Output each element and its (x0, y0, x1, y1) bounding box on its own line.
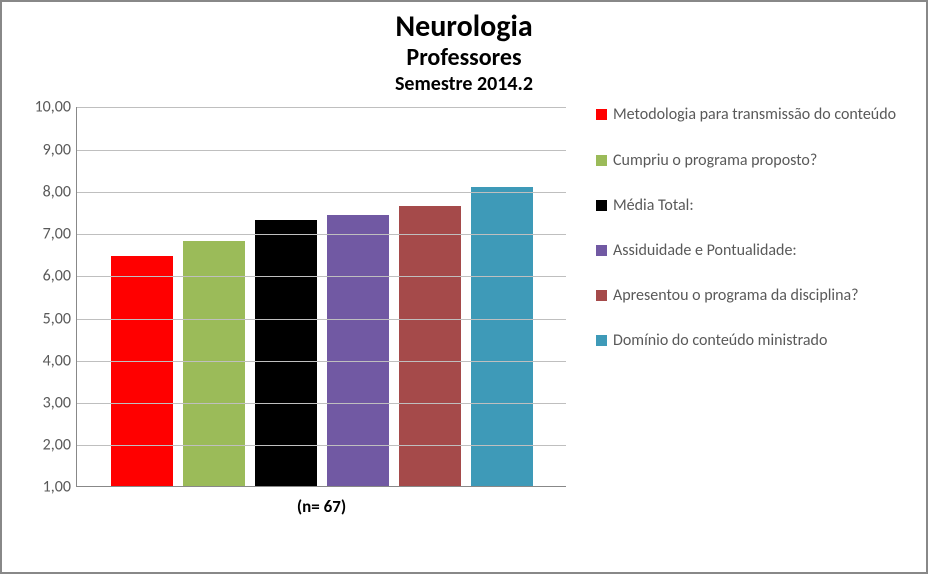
chart-body: (n= 67) 1,00 2,00 3,00 4,00 5,00 6,00 7,00 8,00… (16, 103, 912, 523)
legend-label: Metodologia para transmissão do conteúdo (613, 105, 896, 124)
grid-line (77, 361, 566, 362)
y-tick-label: 1,00 (23, 478, 77, 497)
y-tick-label: 8,00 (23, 182, 77, 201)
y-tick-label: 6,00 (23, 267, 77, 286)
x-axis-label: (n= 67) (77, 496, 566, 517)
legend-label: Domínio do conteúdo ministrado (613, 331, 827, 350)
legend-swatch (596, 109, 607, 120)
y-tick-label: 5,00 (23, 309, 77, 328)
y-tick-label: 3,00 (23, 393, 77, 412)
plot-area-wrapper: (n= 67) 1,00 2,00 3,00 4,00 5,00 6,00 7,00 8,00… (16, 103, 576, 523)
legend-label: Apresentou o programa da disciplina? (613, 286, 859, 305)
y-tick-label: 7,00 (23, 225, 77, 244)
legend-swatch (596, 335, 607, 346)
grid-line (77, 403, 566, 404)
legend-item: Assiduidade e Pontualidade: (596, 241, 912, 260)
grid-line (77, 319, 566, 320)
y-tick-label: 4,00 (23, 351, 77, 370)
legend-item: Domínio do conteúdo ministrado (596, 331, 912, 350)
bar (183, 241, 245, 487)
grid-line (77, 107, 566, 108)
legend-item: Metodologia para transmissão do conteúdo (596, 105, 912, 124)
legend-swatch (596, 290, 607, 301)
chart-title-3: Semestre 2014.2 (16, 73, 912, 95)
bar (111, 256, 173, 486)
legend: Metodologia para transmissão do conteúdo… (576, 103, 912, 523)
legend-label: Cumpriu o programa proposto? (613, 151, 817, 170)
legend-item: Média Total: (596, 196, 912, 215)
legend-label: Média Total: (613, 196, 694, 215)
y-tick-label: 9,00 (23, 140, 77, 159)
plot-area: (n= 67) 1,002,003,004,005,006,007,008,00… (76, 107, 566, 487)
grid-line (77, 445, 566, 446)
bar (471, 187, 533, 487)
bars-group (77, 107, 566, 486)
chart-title-1: Neurologia (16, 10, 912, 43)
title-block: Neurologia Professores Semestre 2014.2 (16, 10, 912, 95)
legend-swatch (596, 200, 607, 211)
bar (255, 220, 317, 486)
legend-swatch (596, 245, 607, 256)
y-tick-label: 10,00 (23, 98, 77, 117)
legend-swatch (596, 155, 607, 166)
chart-title-2: Professores (16, 45, 912, 71)
legend-item: Cumpriu o programa proposto? (596, 151, 912, 170)
y-tick-label: 2,00 (23, 436, 77, 455)
grid-line (77, 192, 566, 193)
legend-label: Assiduidade e Pontualidade: (613, 241, 797, 260)
chart-container: Neurologia Professores Semestre 2014.2 (… (0, 0, 928, 574)
grid-line (77, 150, 566, 151)
grid-line (77, 234, 566, 235)
grid-line (77, 276, 566, 277)
legend-item: Apresentou o programa da disciplina? (596, 286, 912, 305)
